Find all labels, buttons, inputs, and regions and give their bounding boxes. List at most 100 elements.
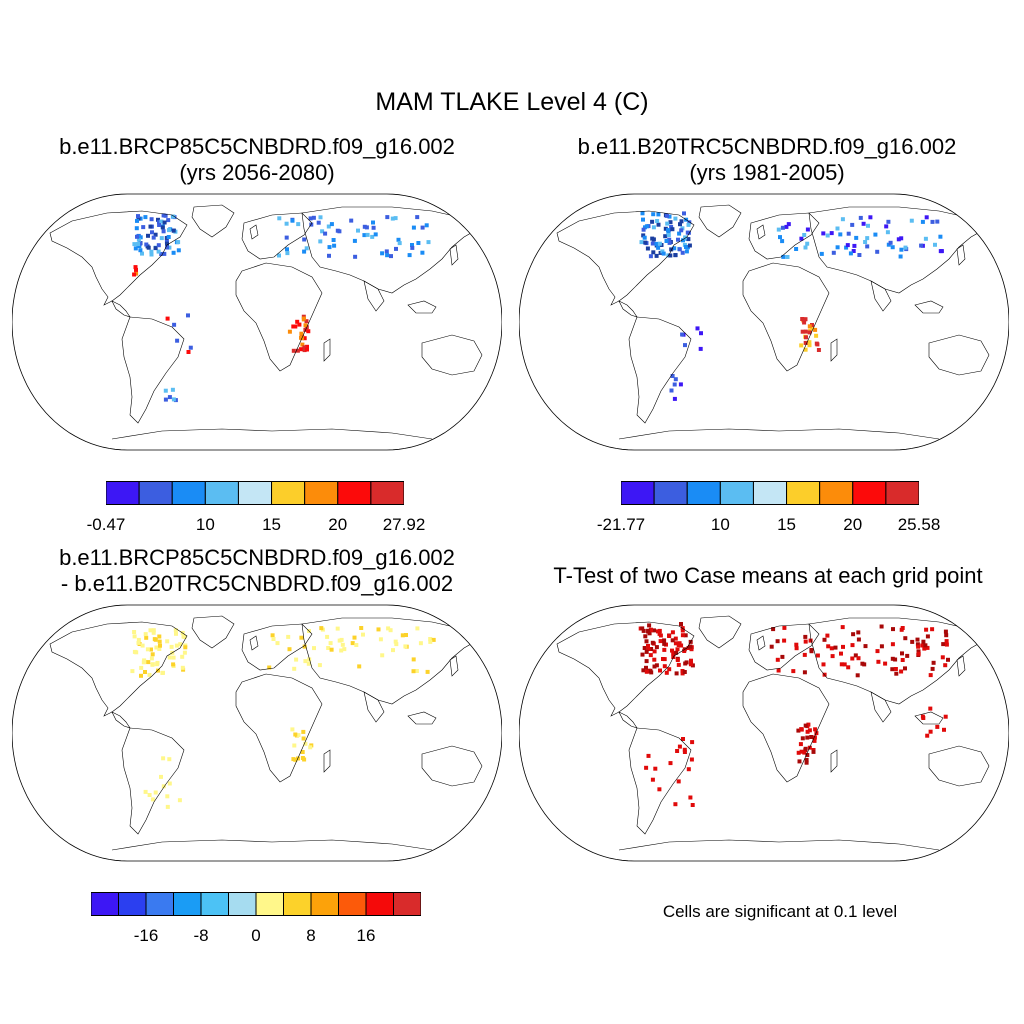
grid-cell	[689, 658, 693, 663]
coastline	[49, 621, 188, 717]
grid-cell	[163, 388, 168, 393]
coastline	[808, 206, 986, 294]
colorbar-swatch	[283, 892, 312, 916]
grid-cell	[886, 219, 891, 224]
grid-cell	[153, 232, 158, 237]
grid-cell	[682, 242, 687, 247]
grid-cell	[371, 220, 375, 225]
map-case1	[11, 193, 503, 451]
grid-cell	[312, 646, 316, 651]
grid-cell	[151, 628, 156, 633]
grid-cell	[699, 331, 703, 336]
panel-title-case2-line1: b.e11.B20TRC5CNBDRD.f09_g16.002	[577, 134, 957, 159]
grid-cell	[812, 735, 817, 740]
coastline	[449, 655, 459, 677]
grid-cell	[414, 669, 419, 673]
coastline	[628, 316, 692, 424]
grid-cell	[295, 348, 300, 353]
grid-cell	[135, 234, 139, 239]
grid-cell	[686, 767, 691, 772]
grid-cell	[658, 668, 662, 673]
grid-cell	[411, 657, 416, 662]
coastline	[956, 244, 966, 266]
grid-cell	[690, 740, 695, 745]
grid-cell	[650, 640, 655, 645]
grid-cell	[689, 647, 694, 652]
coastline	[407, 300, 437, 314]
grid-cell	[157, 220, 161, 225]
grid-cell	[803, 634, 808, 639]
grid-cell	[791, 669, 796, 674]
grid-cell	[150, 662, 155, 667]
coastline	[618, 711, 638, 729]
grid-cell	[361, 632, 365, 637]
grid-cell	[683, 661, 688, 666]
grid-cell	[829, 231, 834, 236]
grid-cell	[326, 224, 331, 229]
grid-cell	[319, 626, 324, 631]
grid-cell	[292, 666, 297, 671]
grid-cell	[411, 225, 416, 230]
grid-cell	[162, 251, 167, 256]
grid-cell	[171, 655, 176, 660]
grid-cell	[671, 651, 676, 656]
grid-cell	[784, 224, 789, 229]
grid-cell	[861, 221, 866, 226]
grid-cell	[180, 654, 185, 659]
grid-cell	[840, 217, 845, 222]
grid-cell	[656, 212, 661, 217]
grid-cell	[876, 659, 881, 664]
grid-cell	[384, 249, 389, 254]
colorbar-swatch	[310, 892, 339, 916]
grid-cell	[644, 665, 648, 670]
map-frame	[11, 193, 503, 451]
grid-cell	[808, 638, 813, 643]
grid-cell	[826, 644, 831, 649]
grid-cell	[138, 241, 143, 246]
grid-cell	[860, 661, 865, 666]
grid-cell	[173, 628, 178, 633]
grid-cell	[776, 227, 781, 232]
grid-cell	[900, 658, 905, 662]
grid-cell	[664, 239, 669, 243]
grid-cell	[304, 246, 309, 251]
grid-cell	[304, 319, 309, 324]
grid-cell	[848, 251, 853, 256]
coastline	[698, 204, 742, 238]
grid-cell	[167, 228, 171, 233]
grid-cell	[302, 345, 307, 350]
grid-cell	[653, 766, 658, 771]
grid-cell	[829, 646, 834, 651]
coastline	[449, 244, 459, 266]
grid-cell	[149, 252, 154, 257]
colorbar-swatch	[393, 892, 421, 916]
panel-title-difference-line1: b.e11.BRCP85C5CNBDRD.f09_g16.002	[59, 545, 455, 570]
coastline	[111, 428, 433, 440]
coastline	[121, 316, 185, 424]
grid-cell	[140, 643, 145, 648]
grid-cell	[139, 665, 144, 670]
grid-cell	[831, 250, 836, 255]
grid-cell	[308, 216, 313, 221]
grid-cell	[657, 787, 662, 792]
grid-cell	[352, 635, 357, 640]
grid-cell	[856, 630, 861, 635]
grid-cell	[154, 645, 159, 650]
grid-cell	[150, 797, 155, 802]
grid-cell	[329, 647, 334, 652]
grid-cell	[677, 231, 682, 236]
grid-cell	[385, 253, 390, 258]
grid-cell	[302, 336, 307, 341]
grid-cell	[664, 670, 669, 675]
grid-cell	[176, 240, 181, 245]
panel-title-case1-line2: (yrs 2056-2080)	[179, 160, 335, 185]
grid-cell	[178, 642, 183, 647]
grid-cell	[285, 247, 289, 252]
grid-cell	[356, 228, 360, 233]
grid-cell	[415, 626, 420, 631]
grid-cell	[641, 628, 646, 633]
grid-cell	[296, 733, 301, 738]
grid-cell	[803, 748, 808, 753]
grid-cell	[670, 374, 675, 378]
grid-cell	[404, 633, 408, 637]
